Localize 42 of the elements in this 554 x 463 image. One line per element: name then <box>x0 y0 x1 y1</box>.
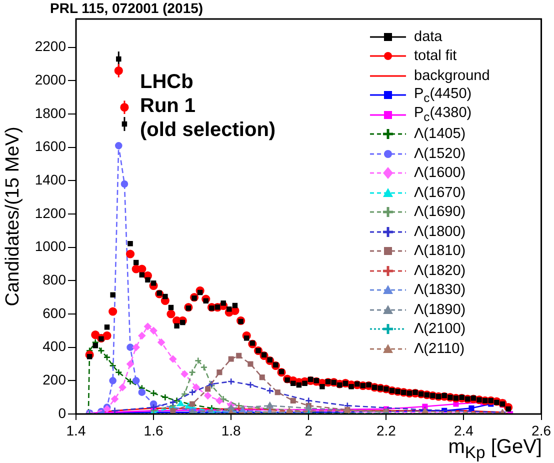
x-axis-title: m$_{Kp}$ [GeV] <box>448 436 542 462</box>
legend-label: data <box>414 28 442 45</box>
y-tick-label: 600 <box>42 304 66 321</box>
annotation: Run 1 <box>140 94 197 118</box>
x-tick-label: 1.6 <box>144 422 164 438</box>
legend-label: Λ(1820) <box>414 262 466 279</box>
y-tick-label: 400 <box>42 338 66 354</box>
legend-label: background <box>414 68 490 84</box>
legend-label: Λ(2100) <box>414 321 466 338</box>
x-tick-label: 2.4 <box>454 422 474 438</box>
y-tick-label: 2200 <box>34 38 66 54</box>
legend-label: Λ(1800) <box>414 224 466 240</box>
legend-label: Λ(1830) <box>414 282 466 298</box>
x-tick-label: 2 <box>304 422 313 438</box>
legend-label: Λ(1600) <box>414 165 466 182</box>
chart-title: PRL 115, 072001 (2015) <box>50 0 204 16</box>
legend-label: Λ(1670) <box>414 184 466 201</box>
x-tick-label: 1.4 <box>66 422 86 438</box>
y-tick-label: 2000 <box>34 72 66 88</box>
y-tick-label: 0 <box>58 404 66 421</box>
x-tick-label: 2.6 <box>532 422 552 438</box>
y-tick-label: 1200 <box>34 204 66 221</box>
y-tick-label: 1600 <box>34 138 66 154</box>
x-tick-label: 1.8 <box>221 422 242 438</box>
legend-label: Λ(1810) <box>414 243 466 260</box>
y-tick-label: 1400 <box>34 172 66 188</box>
y-tick-label: 1800 <box>34 104 66 121</box>
legend-label: Λ(1520) <box>414 146 466 162</box>
annotation: (old selection) <box>140 118 276 142</box>
legend-label: total fit <box>414 48 457 64</box>
legend-label: Λ(1690) <box>414 204 466 220</box>
legend-label: Λ(1890) <box>414 302 466 318</box>
annotation: LHCb <box>140 70 194 94</box>
x-tick-label: 2.2 <box>376 422 396 438</box>
y-tick-label: 800 <box>42 272 66 288</box>
legend-label: Λ(1405) <box>414 126 466 142</box>
legend-label: Λ(2110) <box>414 340 465 357</box>
y-tick-label: 1000 <box>34 238 66 254</box>
legend-label: P$_{c}$(4380) <box>414 105 472 124</box>
y-tick-label: 200 <box>42 372 66 388</box>
y-axis-title: Candidates/(15 MeV) <box>2 126 24 306</box>
legend-label: P$_{c}$(4450) <box>414 86 472 105</box>
